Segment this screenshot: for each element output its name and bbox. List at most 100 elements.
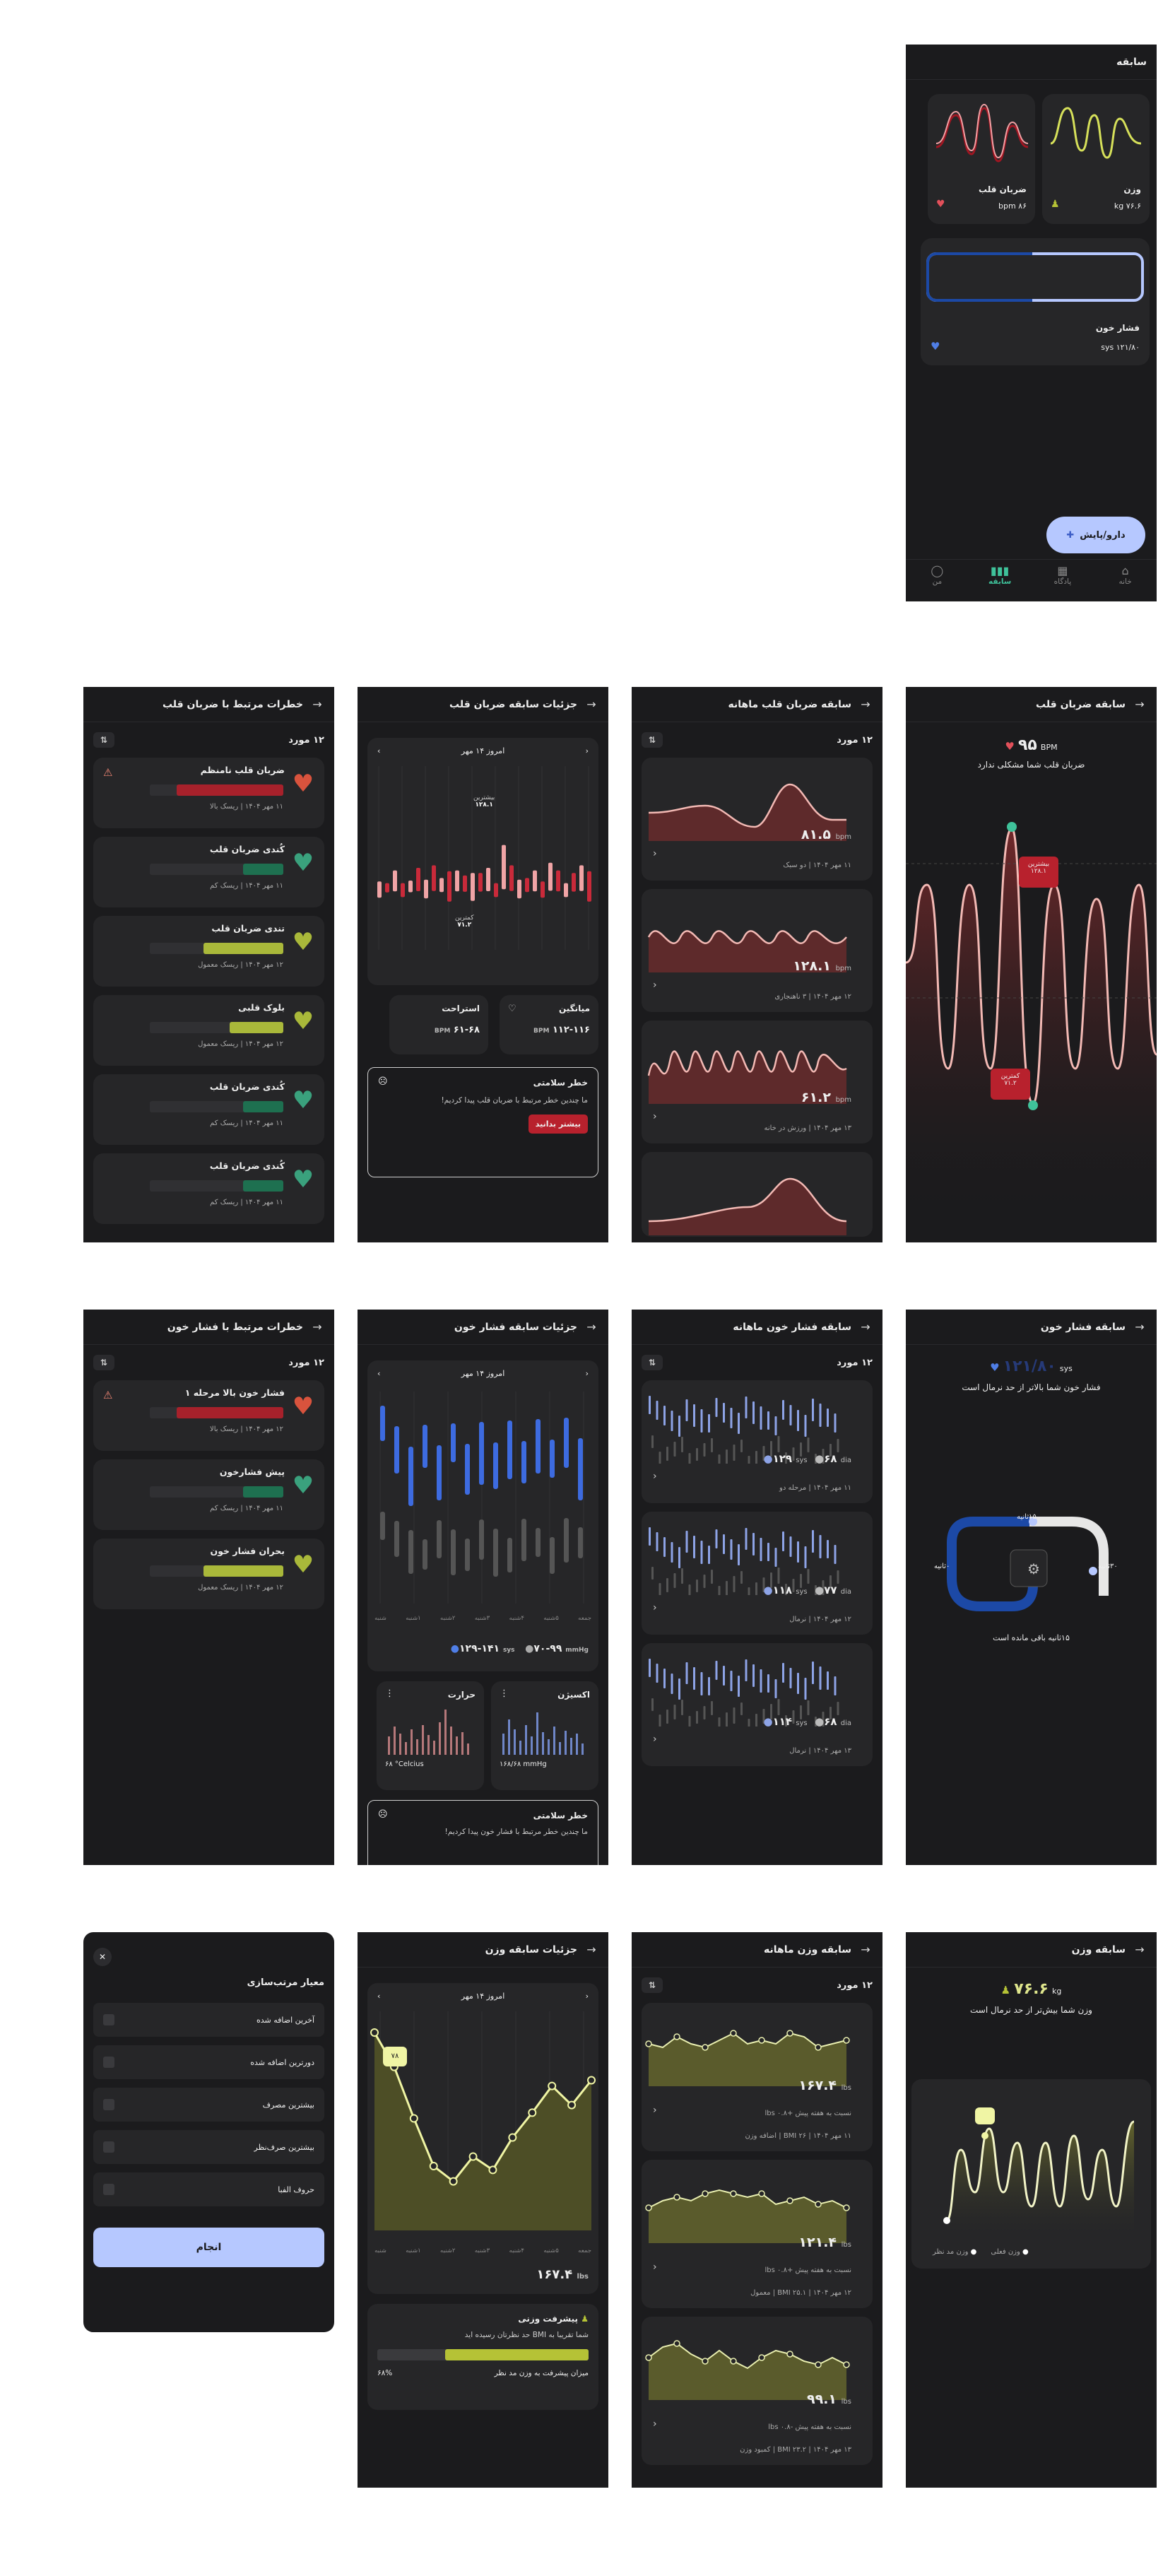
more-icon[interactable]: ⋮ [500,1688,509,1699]
prev-chevron-icon[interactable]: ‹ [585,1369,589,1378]
risk-meta: ۱۲ مهر ۱۴۰۴ | ریسک بالا [210,1425,283,1433]
checkbox[interactable] [103,2014,114,2025]
checkbox[interactable] [103,2184,114,2195]
prev-chevron-icon[interactable]: ‹ [585,746,589,755]
monthly-bp-card[interactable]: ●۱۱۸ sys ●۷۷ dia ۱۲ مهر ۱۴۰۴ | نرمال ‹ [642,1512,873,1635]
sort-button[interactable]: ⇅ [642,1977,663,1993]
next-chevron-icon[interactable]: › [377,1992,381,2001]
sort-option[interactable]: آخرین اضافه شده [93,2003,324,2037]
chevron-left-icon[interactable]: ‹ [653,1111,657,1122]
medication-fab[interactable]: دارو/پایش ✚ [1046,517,1145,553]
dia-range-bar [408,1530,413,1574]
checkbox[interactable] [103,2099,114,2110]
blood-pressure-tile[interactable]: فشار خون ۱۲۱/۸۰ sys ♥ [921,238,1150,365]
weight-unit: kg [1051,1987,1062,1996]
legend-target: ● وزن مد نظر [933,2248,977,2256]
chevron-left-icon[interactable]: ‹ [653,980,657,991]
back-arrow-icon[interactable]: → [586,1943,596,1956]
monthly-heart-card[interactable] [642,1152,873,1237]
monthly-weight-card[interactable]: ۱۶۷.۴ lbs نسبت به هفته پیش +۰.۸ lbs ۱۱ مهر… [642,2003,873,2151]
back-arrow-icon[interactable]: → [861,1943,870,1956]
risk-card[interactable]: ضربان قلب نامنظم ۱۱ مهر ۱۴۰۴ | ریسک بالا ♥… [93,758,324,828]
sort-option[interactable]: حروف الفبا [93,2172,324,2206]
sort-button[interactable]: ⇅ [642,1355,663,1370]
nav-profile[interactable]: ◯ من [906,560,969,601]
nav-history[interactable]: ▮▮▮ سابقه [969,560,1032,601]
home-icon: ⌂ [1121,564,1129,577]
back-arrow-icon[interactable]: → [586,698,596,711]
monthly-heart-card[interactable]: ۱۲۸.۱ bpm ۱۲ مهر ۱۴۰۴ | ۳ ناهنجاری ‹ [642,889,873,1012]
learn-more-button[interactable]: بیشتر بدانید [528,1114,588,1134]
monthly-weight-card[interactable]: ۱۲۱.۴ lbs نسبت به هفته پیش +۰.۸ lbs ۱۲ مهر… [642,2160,873,2308]
temperature-card[interactable]: حرارت ⋮ ۶۸ °Celcius [377,1681,484,1790]
heart-pulse-icon: ♥ [292,1086,314,1114]
dia-unit: mmHg [565,1647,589,1654]
sort-option[interactable]: دورترین اضافه شده [93,2045,324,2079]
back-arrow-icon[interactable]: → [1135,1943,1145,1956]
sort-button[interactable]: ⇅ [93,732,114,748]
sort-button[interactable]: ⇅ [642,732,663,748]
oxygen-card[interactable]: اکسیژن ⋮ ۱۶۸/۶۸ mmHg [491,1681,598,1790]
back-arrow-icon[interactable]: → [312,698,322,711]
chevron-left-icon[interactable]: ‹ [653,1734,657,1745]
risk-name: بلوک قلبی [238,1002,285,1013]
sort-option[interactable]: بیشترین صرف‌نظر [93,2130,324,2164]
back-arrow-icon[interactable]: → [586,1320,596,1334]
sort-button[interactable]: ⇅ [93,1355,114,1370]
monthly-bp-card[interactable]: ●۱۲۹ sys ●۶۸ dia ۱۱ مهر ۱۴۰۴ | مرحله دو ‹ [642,1380,873,1503]
chevron-left-icon[interactable]: ‹ [653,2262,657,2273]
weight-value: ۱۶۷.۴ [536,2267,573,2282]
chevron-left-icon[interactable]: ‹ [653,1602,657,1613]
header: → خطرات مرتبط با فشار خون [83,1310,334,1345]
weight-tile[interactable]: وزن ۷۶.۶ kg ♟ [1042,94,1150,224]
checkbox[interactable] [103,2057,114,2068]
risk-card[interactable]: کُندی ضربان قلب ۱۱ مهر ۱۴۰۴ | ریسک کم ♥ [93,1153,324,1224]
risk-card[interactable]: بلوک قلبی ۱۲ مهر ۱۴۰۴ | ریسک معمول ♥ [93,995,324,1066]
avg-value: ۱۱۲-۱۱۶ BPM [533,1025,590,1035]
pill-icon: ✚ [1066,529,1075,541]
chevron-left-icon[interactable]: ‹ [653,848,657,859]
risk-card[interactable]: تندی ضربان قلب ۱۲ مهر ۱۴۰۴ | ریسک معمول ♥ [93,916,324,987]
done-button[interactable]: انجام [93,2228,324,2267]
risk-card[interactable]: کُندی ضربان قلب ۱۱ مهر ۱۴۰۴ | ریسک کم ♥ [93,837,324,907]
weight-point [409,2114,418,2123]
sort-option[interactable]: بیشترین مصرف [93,2088,324,2122]
monthly-heart-card[interactable]: ۸۱.۵ bpm ۱۱ مهر ۱۴۰۴ | دو سبک ‹ [642,758,873,881]
back-arrow-icon[interactable]: → [1135,1320,1145,1334]
back-arrow-icon[interactable]: → [312,1320,322,1334]
heart-tile[interactable]: ضربان قلب ۸۶ bpm ♥ [928,94,1035,224]
chevron-left-icon[interactable]: ‹ [653,1471,657,1482]
close-icon[interactable]: ✕ [93,1948,112,1966]
heart-summary: ♥ ۹۵ BPM [906,736,1157,754]
monthly-heart-card[interactable]: ۶۱.۲ bpm ۱۳ مهر ۱۴۰۴ | ورزش در خانه ‹ [642,1021,873,1143]
chevron-left-icon[interactable]: ‹ [653,2418,657,2430]
monthly-bp-card[interactable]: ●۱۱۴ sys ●۶۸ dia ۱۳ مهر ۱۴۰۴ | نرمال ‹ [642,1643,873,1766]
monthly-weight-card[interactable]: ۹۹.۱ lbs نسبت به هفته پیش -۰.۸ lbs ۱۳ مهر … [642,2317,873,2465]
back-arrow-icon[interactable]: → [861,698,870,711]
scale-icon: ♟ [581,2314,589,2324]
next-chevron-icon[interactable]: › [377,1369,381,1378]
risk-card[interactable]: کُندی ضربان قلب ۱۱ مهر ۱۴۰۴ | ریسک کم ♥ [93,1074,324,1145]
risk-card[interactable]: فشار خون بالا مرحله ۱ ۱۲ مهر ۱۴۰۴ | ریسک … [93,1380,324,1451]
heart-wave [647,1050,847,1104]
avg-label: میانگین [558,1004,590,1013]
nav-home[interactable]: ⌂ خانه [1094,560,1157,601]
nav-bank[interactable]: ▦ پادگاه [1032,560,1094,601]
next-chevron-icon[interactable]: › [377,746,381,755]
day-label: شنبه [374,1615,386,1622]
more-icon[interactable]: ⋮ [385,1688,394,1699]
back-arrow-icon[interactable]: → [1135,698,1145,711]
risk-card[interactable]: پیش فشارخون ۱۱ مهر ۱۴۰۴ | ریسک کم ♥ [93,1459,324,1530]
back-arrow-icon[interactable]: → [861,1320,870,1334]
gear-icon[interactable]: ⚙ [1027,1560,1040,1577]
page-title: سابقه ضربان قلب [1036,698,1126,710]
heart-bar [517,879,521,899]
header: سابقه [906,45,1157,80]
date-label: امروز ۱۴ مهر [461,746,505,755]
checkbox[interactable] [103,2141,114,2153]
bp-detail-screen: → جزئیات سابقه فشار خون ‹ امروز ۱۴ مهر › جم… [358,1310,608,1865]
prev-chevron-icon[interactable]: ‹ [585,1992,589,2001]
chevron-left-icon[interactable]: ‹ [653,2105,657,2116]
risk-card[interactable]: بحران فشار خون ۱۲ مهر ۱۴۰۴ | ریسک معمول ♥ [93,1539,324,1609]
card-meta: ۱۲ مهر ۱۴۰۴ | ۳ ناهنجاری [774,993,851,1001]
